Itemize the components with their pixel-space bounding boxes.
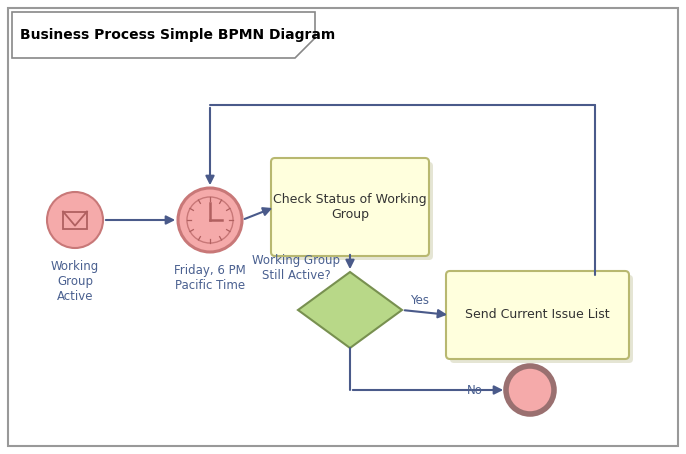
FancyBboxPatch shape [271,158,429,256]
Text: Yes: Yes [410,293,429,306]
FancyBboxPatch shape [446,271,629,359]
Circle shape [178,188,242,252]
Bar [63,212,87,228]
Polygon shape [298,272,402,348]
Text: Check Status of Working
Group: Check Status of Working Group [273,193,427,221]
Text: Business Process Simple BPMN Diagram: Business Process Simple BPMN Diagram [20,28,335,42]
Circle shape [506,366,554,414]
Polygon shape [12,12,315,58]
FancyBboxPatch shape [8,8,678,446]
Text: Working Group
Still Active?: Working Group Still Active? [252,254,340,282]
Circle shape [47,192,103,248]
Text: Friday, 6 PM
Pacific Time: Friday, 6 PM Pacific Time [174,264,246,292]
Text: Working
Group
Active: Working Group Active [51,260,99,303]
Text: No: No [467,385,483,398]
Text: Send Current Issue List: Send Current Issue List [465,309,610,321]
FancyBboxPatch shape [275,162,433,260]
FancyBboxPatch shape [450,275,633,363]
